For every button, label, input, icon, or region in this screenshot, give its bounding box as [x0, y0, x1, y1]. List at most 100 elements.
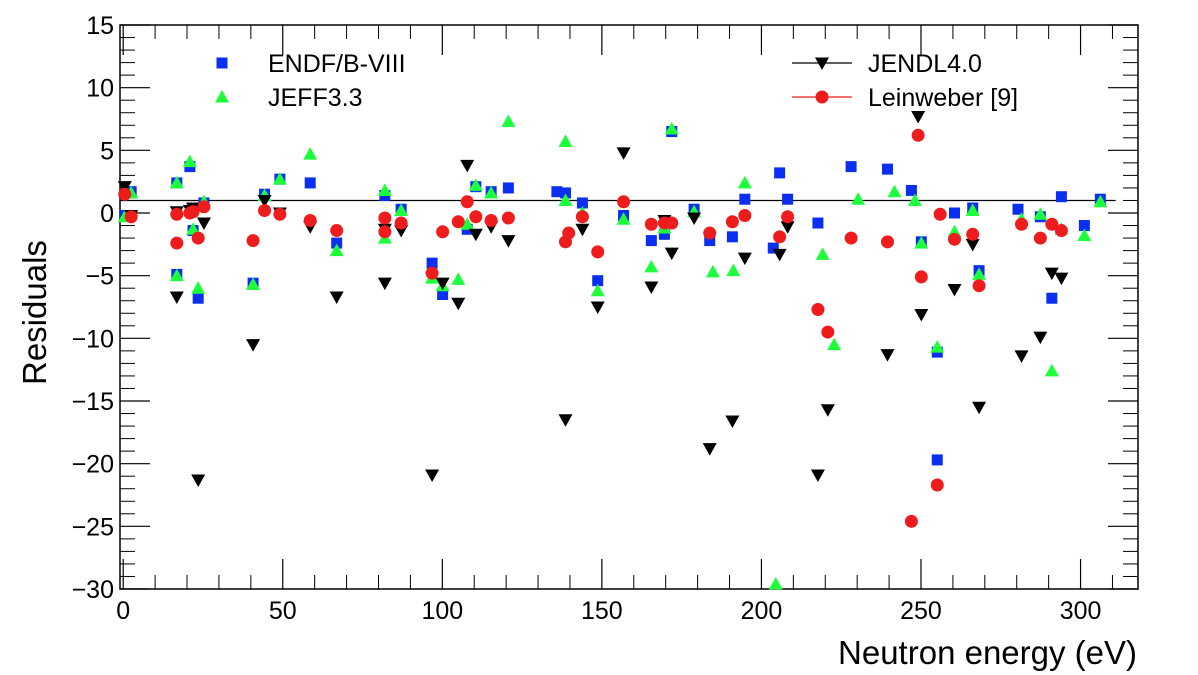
data-point-leinweber [911, 128, 925, 142]
data-point-jendl [914, 309, 929, 322]
data-point-jeff [768, 576, 783, 590]
data-point-endf [576, 197, 588, 209]
y-tick-label: 15 [86, 12, 114, 40]
y-tick-label: −20 [72, 451, 114, 479]
data-point-jeff [726, 263, 741, 277]
data-point-leinweber [124, 210, 138, 224]
data-point-jeff [1033, 207, 1048, 220]
data-point-jeff [644, 259, 659, 273]
x-tick-label: 300 [1060, 597, 1102, 625]
data-point-endf [881, 163, 893, 175]
data-point-jendl [1014, 350, 1029, 363]
y-tick-label: 5 [100, 137, 114, 165]
data-point-jeff [329, 243, 344, 257]
data-point-endf [704, 235, 716, 247]
plot-border [119, 24, 1139, 590]
data-point-jeff [186, 222, 201, 235]
data-point-endf [1046, 292, 1058, 304]
data-point-endf [502, 182, 514, 194]
data-point-jeff [468, 178, 483, 191]
data-point-leinweber [186, 205, 200, 219]
data-point-leinweber [501, 211, 515, 225]
data-point-jendl [196, 217, 211, 231]
data-point-endf [949, 207, 961, 219]
data-point-jeff [272, 172, 287, 185]
data-point-leinweber [378, 225, 392, 239]
data-point-endf [726, 231, 738, 243]
data-point-jeff [191, 281, 206, 294]
data-point-leinweber [811, 303, 825, 317]
data-point-jeff [914, 236, 929, 249]
data-point-leinweber [469, 210, 483, 224]
data-point-endf [739, 193, 751, 205]
data-point-leinweber [773, 230, 787, 244]
data-point-leinweber [665, 216, 679, 230]
data-point-jendl [1054, 272, 1069, 286]
data-point-jendl [972, 401, 987, 415]
data-point-leinweber [1054, 224, 1068, 238]
data-point-jeff [558, 134, 573, 148]
data-point-jendl [329, 291, 344, 304]
data-point-jeff [377, 183, 392, 196]
data-point-leinweber [246, 234, 260, 248]
data-point-leinweber [821, 325, 835, 339]
x-tick-label: 150 [581, 597, 623, 625]
legend-entry-jendl: JENDL4.0 [792, 50, 982, 78]
data-point-leinweber [948, 232, 962, 246]
data-point-leinweber [933, 207, 947, 221]
data-point-leinweber [330, 224, 344, 238]
data-point-jendl [725, 415, 740, 429]
data-point-leinweber [378, 211, 392, 225]
data-point-jendl [1033, 331, 1048, 345]
data-point-jeff [501, 114, 516, 128]
y-axis-title: Residuals [16, 240, 53, 385]
data-point-jeff [590, 283, 605, 297]
data-point-jendl [257, 194, 272, 208]
data-point-leinweber [118, 187, 132, 201]
data-point-jendl [558, 414, 573, 427]
data-point-leinweber [781, 210, 795, 224]
legend-label-leinweber: Leinweber [9] [868, 84, 1018, 112]
data-point-jendl [965, 238, 980, 252]
data-point-jeff [1077, 228, 1092, 242]
data-point-leinweber [972, 279, 986, 293]
data-point-leinweber [591, 245, 605, 259]
data-point-leinweber [966, 227, 980, 241]
data-point-endf [304, 177, 316, 189]
legend-marker-leinweber [815, 90, 829, 104]
data-point-jeff [705, 264, 720, 278]
legend-label-endf: ENDF/B-VIII [268, 50, 406, 78]
data-point-jeff [930, 340, 945, 353]
data-point-endf [551, 186, 563, 198]
data-point-leinweber [1033, 231, 1047, 245]
legend: ENDF/B-VIII JEFF3.3 JENDL4.0 Leinweber [9] [215, 50, 1018, 112]
data-point-endf [331, 237, 343, 249]
data-point-jendl [737, 252, 752, 266]
x-tick-label: 100 [421, 597, 463, 625]
data-point-leinweber [914, 270, 928, 284]
data-point-leinweber [644, 217, 658, 231]
y-tick-label: −30 [72, 576, 114, 604]
data-point-jendl [451, 297, 466, 311]
x-tick-label: 250 [900, 597, 942, 625]
data-point-jeff [664, 122, 679, 135]
data-point-jeff [972, 267, 987, 280]
data-point-jendl [947, 283, 962, 297]
data-point-jendl [810, 469, 825, 482]
data-point-endf [192, 292, 204, 304]
data-point-endf [1012, 203, 1024, 215]
data-point-jeff [451, 272, 466, 285]
x-tick-label: 50 [269, 597, 297, 625]
data-point-jeff [460, 217, 475, 230]
data-point-leinweber [258, 203, 272, 217]
y-tick-label: −25 [72, 513, 114, 541]
data-point-jendl [468, 228, 483, 242]
data-point-jendl [191, 474, 206, 487]
x-axis-title: Neutron energy (eV) [838, 634, 1137, 671]
data-point-jendl [616, 147, 631, 160]
series-leinweber [118, 128, 1068, 528]
data-point-jendl [590, 301, 605, 314]
data-point-leinweber [703, 226, 717, 240]
data-point-leinweber [484, 214, 498, 228]
data-point-jendl [117, 181, 132, 194]
